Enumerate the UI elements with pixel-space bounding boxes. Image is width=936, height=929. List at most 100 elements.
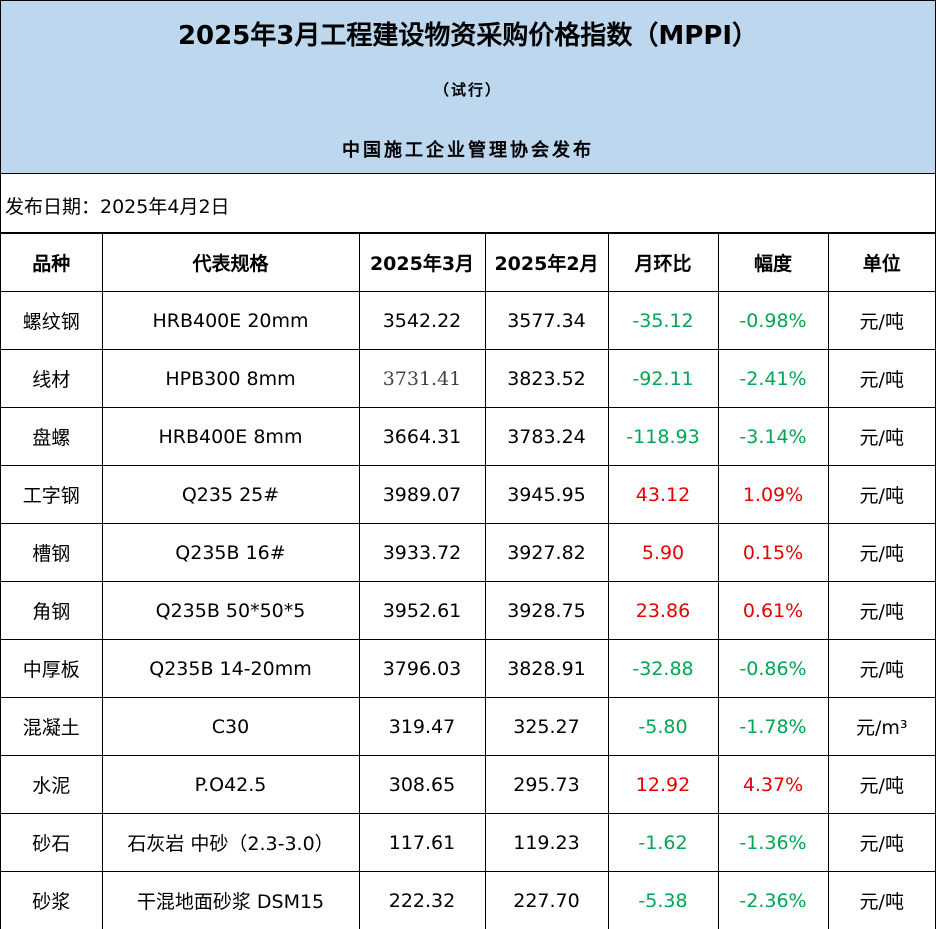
table-row: 线材 HPB300 8mm 3731.41 3823.52 -92.11 -2.41% 元/… [1,349,935,408]
cell-change-pct: 0.15% [717,523,829,582]
cell-unit: 元/吨 [827,291,935,350]
cell-change-pct: -0.98% [717,291,829,350]
cell-mom-change: 12.92 [607,755,719,814]
cell-march-price: 3933.72 [358,523,486,582]
cell-spec: HRB400E 20mm [101,291,360,350]
table-row: 混凝土 C30 319.47 325.27 -5.80 -1.78% 元/m³ [1,697,935,756]
cell-mom-change: -5.38 [607,871,719,929]
cell-unit: 元/吨 [827,581,935,640]
table-row: 砂石 石灰岩 中砂（2.3-3.0） 117.61 119.23 -1.62 -1.36%… [1,813,935,872]
cell-mom-change: -1.62 [607,813,719,872]
table-row: 砂浆 干混地面砂浆 DSM15 222.32 227.70 -5.38 -2.36% 元/吨 [1,871,935,929]
cell-february-price: 227.70 [484,871,609,929]
cell-spec: 石灰岩 中砂（2.3-3.0） [101,813,360,872]
cell-variety: 盘螺 [1,407,103,466]
cell-spec: Q235B 14-20mm [101,639,360,698]
cell-march-price: 3542.22 [358,291,486,350]
cell-spec: HPB300 8mm [101,349,360,408]
cell-variety: 水泥 [1,755,103,814]
col-header-unit: 单位 [827,233,935,292]
table-row: 槽钢 Q235B 16# 3933.72 3927.82 5.90 0.15% 元/吨 [1,523,935,582]
cell-february-price: 3828.91 [484,639,609,698]
cell-variety: 混凝土 [1,697,103,756]
cell-march-price: 222.32 [358,871,486,929]
table-row: 螺纹钢 HRB400E 20mm 3542.22 3577.34 -35.12 -0.98… [1,291,935,350]
cell-march-price: 3989.07 [358,465,486,524]
cell-unit: 元/吨 [827,871,935,929]
table-row: 角钢 Q235B 50*50*5 3952.61 3928.75 23.86 0.61% 元… [1,581,935,640]
publish-date-row: 发布日期：2025年4月2日 [1,174,935,233]
header-banner: 2025年3月工程建设物资采购价格指数（MPPI） （试行） 中国施工企业管理协… [1,0,935,174]
cell-february-price: 3927.82 [484,523,609,582]
cell-change-pct: -3.14% [717,407,829,466]
page-title: 2025年3月工程建设物资采购价格指数（MPPI） [177,21,759,51]
cell-february-price: 3823.52 [484,349,609,408]
cell-march-price: 3952.61 [358,581,486,640]
col-header-february: 2025年2月 [484,233,609,292]
cell-mom-change: -35.12 [607,291,719,350]
cell-unit: 元/吨 [827,813,935,872]
cell-unit: 元/吨 [827,465,935,524]
cell-unit: 元/吨 [827,407,935,466]
cell-march-price: 117.61 [358,813,486,872]
cell-mom-change: 23.86 [607,581,719,640]
cell-change-pct: 0.61% [717,581,829,640]
cell-variety: 角钢 [1,581,103,640]
col-header-mom: 月环比 [607,233,719,292]
cell-march-price: 308.65 [358,755,486,814]
cell-unit: 元/吨 [827,523,935,582]
cell-spec: HRB400E 8mm [101,407,360,466]
cell-change-pct: -2.36% [717,871,829,929]
cell-variety: 螺纹钢 [1,291,103,350]
col-header-spec: 代表规格 [101,233,360,292]
cell-mom-change: 43.12 [607,465,719,524]
col-header-change-pct: 幅度 [717,233,829,292]
cell-change-pct: -2.41% [717,349,829,408]
cell-february-price: 3577.34 [484,291,609,350]
cell-variety: 线材 [1,349,103,408]
cell-variety: 槽钢 [1,523,103,582]
table-row: 工字钢 Q235 25# 3989.07 3945.95 43.12 1.09% 元/吨 [1,465,935,524]
table-body: 螺纹钢 HRB400E 20mm 3542.22 3577.34 -35.12 -0.98… [1,291,935,929]
publish-date: 发布日期：2025年4月2日 [5,196,230,218]
cell-march-price: 3796.03 [358,639,486,698]
cell-mom-change: -5.80 [607,697,719,756]
cell-spec: Q235 25# [101,465,360,524]
cell-change-pct: 4.37% [717,755,829,814]
cell-february-price: 3928.75 [484,581,609,640]
cell-february-price: 325.27 [484,697,609,756]
cell-unit: 元/吨 [827,639,935,698]
table-header-row: 品种 代表规格 2025年3月 2025年2月 月环比 幅度 单位 [1,233,935,292]
cell-change-pct: 1.09% [717,465,829,524]
cell-february-price: 3783.24 [484,407,609,466]
col-header-variety: 品种 [1,233,103,292]
publisher-line: 中国施工企业管理协会发布 [342,140,594,161]
cell-unit: 元/吨 [827,349,935,408]
cell-mom-change: -32.88 [607,639,719,698]
table-row: 水泥 P.O42.5 308.65 295.73 12.92 4.37% 元/吨 [1,755,935,814]
cell-mom-change: -118.93 [607,407,719,466]
cell-spec: C30 [101,697,360,756]
cell-change-pct: -1.78% [717,697,829,756]
cell-march-price: 3731.41 [358,349,486,408]
cell-march-price: 3664.31 [358,407,486,466]
cell-unit: 元/吨 [827,755,935,814]
table-row: 盘螺 HRB400E 8mm 3664.31 3783.24 -118.93 -3.14%… [1,407,935,466]
cell-variety: 砂浆 [1,871,103,929]
page-subtitle: （试行） [433,81,502,99]
cell-variety: 工字钢 [1,465,103,524]
cell-spec: P.O42.5 [101,755,360,814]
cell-spec: Q235B 16# [101,523,360,582]
cell-march-price: 319.47 [358,697,486,756]
cell-spec: Q235B 50*50*5 [101,581,360,640]
cell-february-price: 119.23 [484,813,609,872]
cell-change-pct: -0.86% [717,639,829,698]
price-index-table: 品种 代表规格 2025年3月 2025年2月 月环比 幅度 单位 螺纹钢 HRB… [1,233,935,929]
col-header-march: 2025年3月 [358,233,486,292]
table-row: 中厚板 Q235B 14-20mm 3796.03 3828.91 -32.88 -0.8… [1,639,935,698]
cell-mom-change: 5.90 [607,523,719,582]
cell-february-price: 295.73 [484,755,609,814]
cell-unit: 元/m³ [827,697,935,756]
cell-change-pct: -1.36% [717,813,829,872]
